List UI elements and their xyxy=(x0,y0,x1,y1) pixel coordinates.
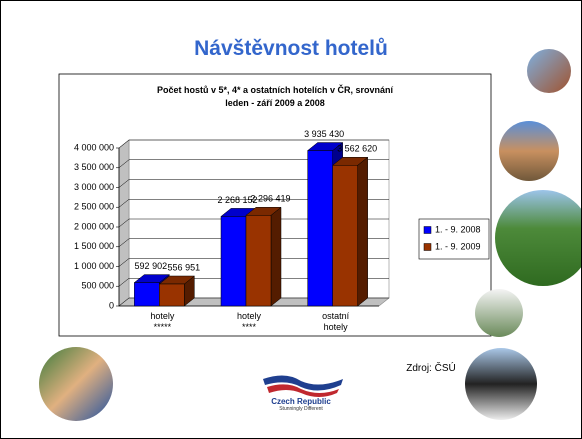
bar xyxy=(246,215,271,306)
legend-swatch xyxy=(424,244,431,251)
x-tick-label: hotely ***** xyxy=(122,311,202,333)
value-label: 3 935 430 xyxy=(304,129,344,139)
value-label: 2 296 419 xyxy=(250,194,290,204)
x-tick-label: ostatní hotely xyxy=(296,311,376,333)
chart-title: Počet hostů v 5*, 4* a ostatních hotelíc… xyxy=(61,84,489,110)
legend-label: 1. - 9. 2008 xyxy=(435,224,481,234)
value-label: 3 562 620 xyxy=(337,144,377,154)
y-tick-label: 3 500 000 xyxy=(74,162,114,172)
x-tick-label: hotely **** xyxy=(209,311,289,333)
photo xyxy=(475,289,523,337)
value-label: 592 902 xyxy=(135,261,168,271)
source: Zdroj: ČSÚ xyxy=(391,363,471,374)
y-tick-label: 500 000 xyxy=(81,281,114,291)
slide: 0 500 000 1 000 000 1 500 000 2 000 000 2 500… xyxy=(0,0,582,439)
bar xyxy=(333,165,358,306)
photo xyxy=(527,49,571,93)
y-tick-label: 4 000 000 xyxy=(74,142,114,152)
bar xyxy=(308,151,333,306)
logo xyxy=(263,375,343,397)
value-label: 556 951 xyxy=(168,262,201,272)
photo xyxy=(495,190,581,286)
legend-label: 1. - 9. 2009 xyxy=(435,241,481,251)
legend-swatch xyxy=(424,227,431,234)
chart: 0 500 000 1 000 000 1 500 000 2 000 000 2 500… xyxy=(1,1,581,438)
bar-side xyxy=(271,207,281,306)
y-tick-label: 1 000 000 xyxy=(74,261,114,271)
logo-tagline: Stunningly Different xyxy=(251,406,351,412)
y-tick-label: 3 000 000 xyxy=(74,182,114,192)
logo-name: Czech Republic xyxy=(251,397,351,406)
photo xyxy=(465,348,537,420)
photo xyxy=(499,121,559,181)
photo xyxy=(39,347,113,421)
y-tick-label: 0 xyxy=(109,300,114,310)
bar-side xyxy=(358,157,368,306)
bar xyxy=(221,216,246,306)
y-tick-label: 1 500 000 xyxy=(74,241,114,251)
slide-title: Návštěvnost hotelů xyxy=(101,36,481,62)
y-tick-label: 2 500 000 xyxy=(74,202,114,212)
bar xyxy=(134,283,159,306)
bar xyxy=(159,284,184,306)
y-tick-label: 2 000 000 xyxy=(74,221,114,231)
